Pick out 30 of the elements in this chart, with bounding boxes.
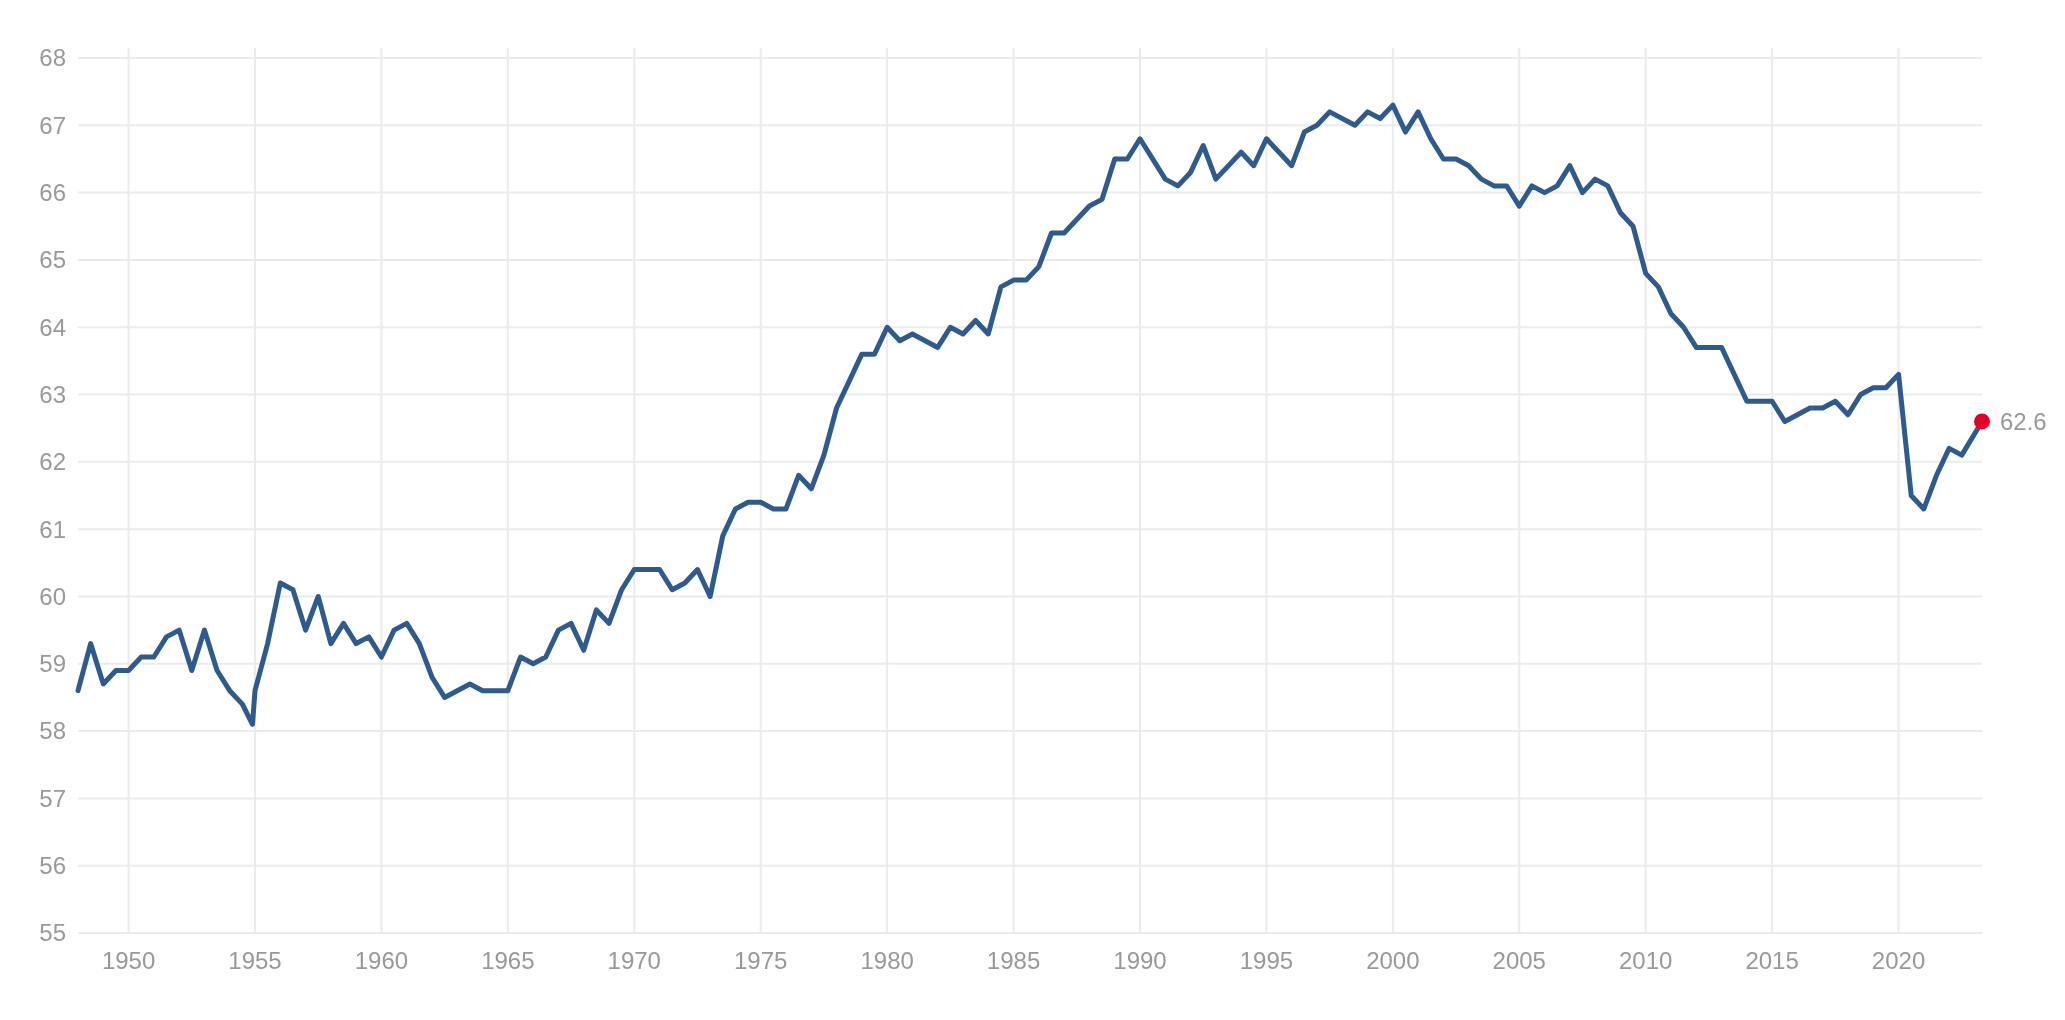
y-tick-label: 55 [39,919,66,947]
x-tick-label: 1985 [986,947,1041,974]
x-tick-label: 2015 [1745,947,1799,974]
data-label: 62.6 [2000,407,2047,435]
x-tick-label: 2010 [1619,947,1673,974]
y-tick-label: 59 [39,650,66,678]
y-tick-label: 58 [39,717,66,745]
y-tick-label: 61 [39,515,66,543]
x-tick-label: 1965 [481,947,535,974]
x-tick-label: 2000 [1366,947,1420,974]
x-tick-label: 1955 [228,947,282,974]
x-tick-label: 1990 [1113,947,1167,974]
x-tick-label: 2005 [1492,947,1546,974]
y-tick-label: 62 [39,448,66,476]
y-tick-label: 68 [39,44,66,72]
x-tick-label: 1975 [734,947,788,974]
y-tick-label: 65 [39,246,66,274]
y-tick-label: 63 [39,380,66,408]
x-tick-label: 1980 [860,947,914,974]
y-tick-label: 60 [39,582,66,610]
y-tick-label: 67 [39,111,66,139]
x-tick-label: 1970 [607,947,661,974]
x-tick-label: 1995 [1239,947,1294,974]
x-tick-label: 1960 [354,947,409,974]
y-tick-label: 66 [39,179,66,207]
x-tick-label: 1950 [101,947,156,974]
x-tick-label: 2020 [1871,947,1926,974]
y-tick-label: 56 [39,852,66,880]
y-tick-label: 57 [39,784,66,812]
y-tick-label: 64 [39,313,66,341]
